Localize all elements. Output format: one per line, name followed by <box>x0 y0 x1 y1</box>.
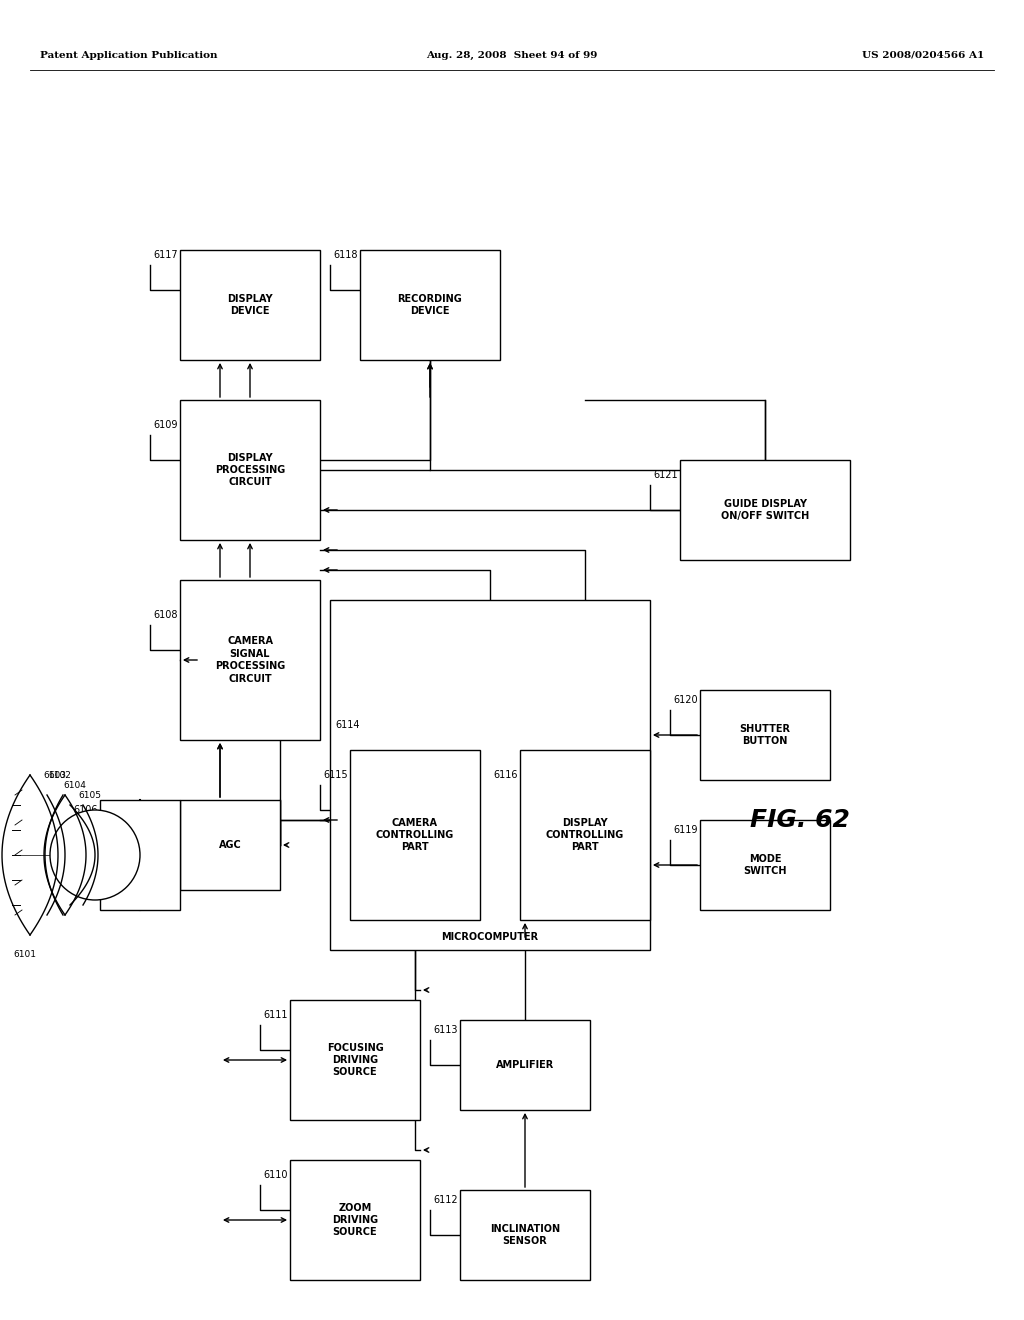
Text: 6109: 6109 <box>153 420 177 430</box>
Text: 6108: 6108 <box>153 610 177 620</box>
Text: Aug. 28, 2008  Sheet 94 of 99: Aug. 28, 2008 Sheet 94 of 99 <box>426 50 598 59</box>
Text: DISPLAY
PROCESSING
CIRCUIT: DISPLAY PROCESSING CIRCUIT <box>215 453 285 487</box>
Bar <box>680 459 850 560</box>
Bar <box>290 1160 420 1280</box>
Text: 6114: 6114 <box>335 719 359 730</box>
Text: DISPLAY
DEVICE: DISPLAY DEVICE <box>227 294 272 317</box>
Text: 6110: 6110 <box>263 1170 288 1180</box>
Circle shape <box>50 810 140 900</box>
Text: 6102: 6102 <box>48 771 71 780</box>
Text: 6107: 6107 <box>153 805 177 814</box>
Text: AMPLIFIER: AMPLIFIER <box>496 1060 554 1071</box>
Text: ZOOM
DRIVING
SOURCE: ZOOM DRIVING SOURCE <box>332 1203 378 1237</box>
Bar <box>460 1020 590 1110</box>
Bar <box>350 750 480 920</box>
Bar <box>180 800 280 890</box>
Text: 6115: 6115 <box>323 770 347 780</box>
Text: CAMERA
CONTROLLING
PART: CAMERA CONTROLLING PART <box>376 817 454 853</box>
Bar <box>360 249 500 360</box>
Bar <box>180 400 319 540</box>
Text: 6103: 6103 <box>43 771 67 780</box>
Bar <box>520 750 650 920</box>
Text: RECORDING
DEVICE: RECORDING DEVICE <box>397 294 463 317</box>
Text: MICROCOMPUTER: MICROCOMPUTER <box>441 932 539 942</box>
Text: 6101: 6101 <box>13 950 37 960</box>
Text: 6121: 6121 <box>653 470 678 480</box>
Text: Patent Application Publication: Patent Application Publication <box>40 50 217 59</box>
Bar <box>700 690 830 780</box>
Text: AGC: AGC <box>219 840 242 850</box>
Text: 6113: 6113 <box>433 1026 458 1035</box>
Bar <box>180 579 319 741</box>
Bar <box>180 249 319 360</box>
Text: GUIDE DISPLAY
ON/OFF SWITCH: GUIDE DISPLAY ON/OFF SWITCH <box>721 499 809 521</box>
Text: FIG. 62: FIG. 62 <box>750 808 850 832</box>
Text: DISPLAY
CONTROLLING
PART: DISPLAY CONTROLLING PART <box>546 817 624 853</box>
Text: 6117: 6117 <box>153 249 177 260</box>
Text: CAMERA
SIGNAL
PROCESSING
CIRCUIT: CAMERA SIGNAL PROCESSING CIRCUIT <box>215 636 285 684</box>
Bar <box>330 601 650 950</box>
Text: 6106: 6106 <box>73 805 97 814</box>
Text: 6116: 6116 <box>493 770 517 780</box>
Bar <box>290 1001 420 1119</box>
Text: 6111: 6111 <box>263 1010 288 1020</box>
Text: 6104: 6104 <box>63 781 86 789</box>
Text: MODE
SWITCH: MODE SWITCH <box>743 854 786 876</box>
Text: SHUTTER
BUTTON: SHUTTER BUTTON <box>739 723 791 746</box>
Text: 6112: 6112 <box>433 1195 458 1205</box>
Text: 6105: 6105 <box>79 791 101 800</box>
Bar <box>700 820 830 909</box>
Text: 6120: 6120 <box>673 696 697 705</box>
Text: US 2008/0204566 A1: US 2008/0204566 A1 <box>862 50 984 59</box>
Text: INCLINATION
SENSOR: INCLINATION SENSOR <box>489 1224 560 1246</box>
Bar <box>100 800 180 909</box>
Text: 6119: 6119 <box>673 825 697 836</box>
Text: FOCUSING
DRIVING
SOURCE: FOCUSING DRIVING SOURCE <box>327 1043 383 1077</box>
Bar <box>460 1191 590 1280</box>
Text: 6118: 6118 <box>333 249 357 260</box>
